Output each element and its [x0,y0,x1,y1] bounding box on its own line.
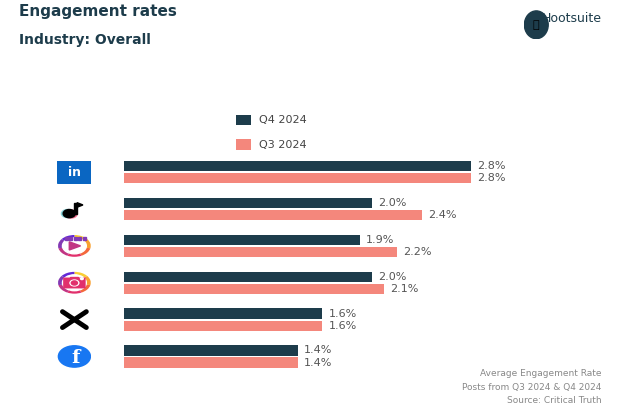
Bar [124,357,298,368]
Wedge shape [68,246,81,257]
Bar [69,237,73,240]
Bar [74,237,77,240]
Bar [70,277,79,279]
Wedge shape [61,272,74,283]
Wedge shape [58,283,74,292]
Wedge shape [74,276,91,285]
Text: 2.4%: 2.4% [428,210,456,220]
Circle shape [63,238,86,254]
Bar [124,309,322,319]
Bar [82,237,86,240]
Bar [74,203,77,214]
Bar [124,320,322,331]
Text: 2.2%: 2.2% [403,247,432,257]
Text: f: f [71,349,80,367]
Polygon shape [69,242,81,250]
FancyBboxPatch shape [56,160,92,184]
Circle shape [63,209,76,218]
Text: 1.9%: 1.9% [366,235,394,245]
Bar [124,210,422,220]
Bar [65,237,68,240]
Circle shape [70,280,79,286]
Text: 1.6%: 1.6% [329,309,357,318]
Bar [124,235,360,245]
Text: Q4 2024: Q4 2024 [259,115,306,125]
Text: Average Engagement Rate
Posts from Q3 2024 & Q4 2024
Source: Critical Truth: Average Engagement Rate Posts from Q3 20… [462,369,601,405]
Bar [124,161,471,171]
Wedge shape [74,239,91,248]
Wedge shape [74,272,87,283]
Text: Engagement rates: Engagement rates [19,4,177,19]
Circle shape [58,346,91,367]
Wedge shape [68,283,81,294]
Bar [124,247,397,257]
Bar [124,271,372,282]
Wedge shape [58,246,74,256]
FancyBboxPatch shape [63,278,86,288]
Polygon shape [77,203,83,207]
Wedge shape [58,276,74,285]
Circle shape [63,275,86,291]
Circle shape [525,11,548,39]
Text: Hootsuite: Hootsuite [541,12,601,25]
Bar [124,345,298,356]
Text: in: in [68,166,81,179]
Wedge shape [58,239,74,248]
Text: 🦉: 🦉 [533,20,539,30]
Text: 2.8%: 2.8% [477,173,506,183]
Circle shape [65,210,77,218]
Bar [124,198,372,208]
Text: 2.0%: 2.0% [378,272,407,282]
Bar [124,284,384,294]
Text: 2.0%: 2.0% [378,198,407,208]
Text: 2.8%: 2.8% [477,161,506,171]
Wedge shape [74,283,91,292]
Bar [124,173,471,183]
Text: 2.1%: 2.1% [391,284,419,294]
Circle shape [61,209,74,218]
Circle shape [81,278,83,280]
Text: Q3 2024: Q3 2024 [259,140,306,150]
Wedge shape [74,246,91,256]
Wedge shape [74,235,87,246]
Wedge shape [61,235,74,246]
Text: Industry: Overall: Industry: Overall [19,33,151,47]
Text: 1.6%: 1.6% [329,320,357,331]
Text: 1.4%: 1.4% [304,358,332,368]
Text: 1.4%: 1.4% [304,345,332,355]
Bar [78,237,81,240]
Circle shape [71,281,78,285]
